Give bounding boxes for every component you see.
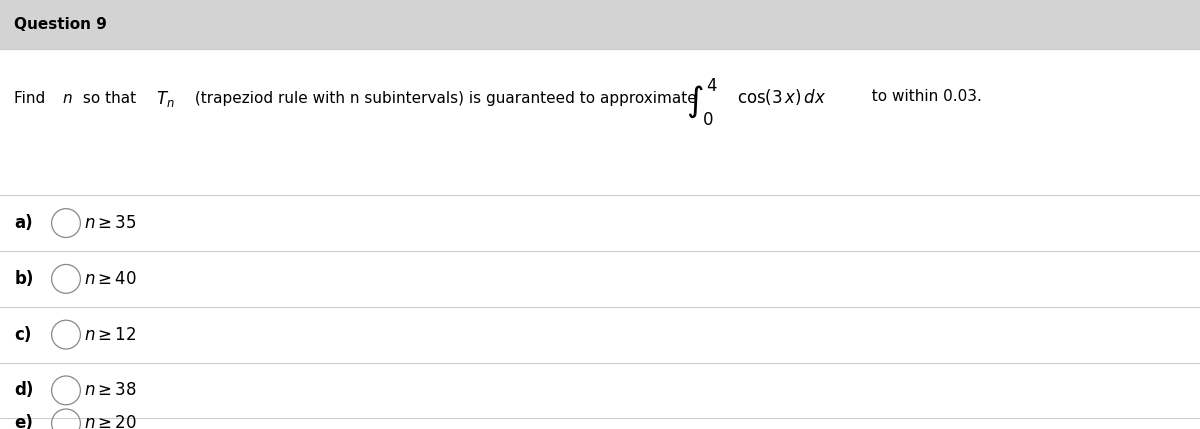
Text: (trapeziod rule with n subintervals) is guaranteed to approximate: (trapeziod rule with n subintervals) is … <box>190 91 696 106</box>
Text: $\cos(3\,x)\,dx$: $\cos(3\,x)\,dx$ <box>737 87 826 106</box>
Text: $n \geq 38$: $n \geq 38$ <box>84 381 137 399</box>
Text: $n$: $n$ <box>62 91 73 106</box>
Text: $n \geq 35$: $n \geq 35$ <box>84 214 137 232</box>
Text: Question 9: Question 9 <box>14 17 107 32</box>
Text: to within 0.03.: to within 0.03. <box>862 89 982 104</box>
Text: $\int_{0}^{4}$: $\int_{0}^{4}$ <box>686 76 719 128</box>
Text: c): c) <box>14 326 31 344</box>
Text: $n \geq 12$: $n \geq 12$ <box>84 326 137 344</box>
Text: $T_n$: $T_n$ <box>156 89 175 109</box>
Text: b): b) <box>14 270 34 288</box>
Text: so that: so that <box>78 91 142 106</box>
Text: e): e) <box>14 414 34 429</box>
Text: $n \geq 40$: $n \geq 40$ <box>84 270 137 288</box>
Bar <box>0 0 1200 49</box>
Text: $n \geq 20$: $n \geq 20$ <box>84 414 137 429</box>
Text: a): a) <box>14 214 34 232</box>
Text: d): d) <box>14 381 34 399</box>
Text: Find: Find <box>14 91 50 106</box>
